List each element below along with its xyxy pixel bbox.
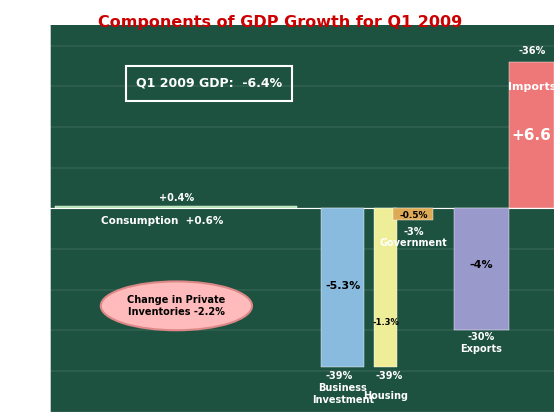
Text: -30%: -30% bbox=[468, 332, 495, 342]
Text: +6.6: +6.6 bbox=[512, 128, 552, 142]
Bar bbox=[55, 206, 297, 208]
Text: Business
Investment: Business Investment bbox=[312, 383, 374, 405]
Bar bbox=[454, 208, 509, 330]
Text: Housing: Housing bbox=[363, 391, 408, 401]
Bar bbox=[374, 208, 397, 367]
Bar bbox=[393, 208, 433, 220]
Bar bbox=[321, 208, 364, 367]
Text: -5.3%: -5.3% bbox=[325, 281, 360, 291]
Text: +0.4%: +0.4% bbox=[159, 192, 194, 202]
Text: -0.5%: -0.5% bbox=[399, 211, 427, 220]
Text: Components of GDP Growth for Q1 2009: Components of GDP Growth for Q1 2009 bbox=[98, 15, 462, 30]
Bar bbox=[509, 62, 554, 208]
Text: Imports: Imports bbox=[507, 82, 556, 92]
Text: -39%: -39% bbox=[375, 371, 403, 381]
Text: -3%
Government: -3% Government bbox=[380, 226, 447, 248]
Text: Exports: Exports bbox=[460, 344, 502, 354]
Text: -39%: -39% bbox=[325, 371, 352, 381]
Text: -1.3%: -1.3% bbox=[372, 318, 399, 327]
Text: Q1 2009 GDP:  -6.4%: Q1 2009 GDP: -6.4% bbox=[136, 77, 282, 90]
Text: -36%: -36% bbox=[518, 46, 545, 56]
Text: -4%: -4% bbox=[469, 260, 493, 270]
Text: Change in Private
Inventories -2.2%: Change in Private Inventories -2.2% bbox=[127, 295, 226, 317]
Ellipse shape bbox=[101, 281, 252, 330]
Text: Consumption  +0.6%: Consumption +0.6% bbox=[101, 216, 223, 226]
